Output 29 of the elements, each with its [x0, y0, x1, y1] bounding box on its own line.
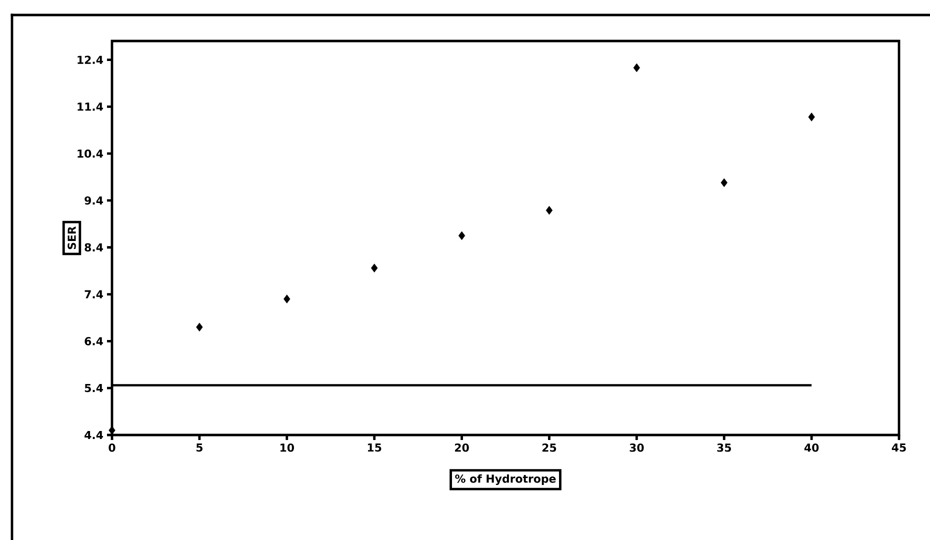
y-tick-label: 5.4: [84, 384, 103, 392]
y-tick-label: 8.4: [84, 243, 103, 252]
y-tick-label: 4.4: [84, 431, 103, 439]
x-axis-title: % of Hydrotrope: [455, 474, 556, 486]
x-tick-label: 0: [108, 444, 116, 452]
point: [371, 264, 378, 272]
x-tick-label: 10: [280, 444, 294, 452]
point: [633, 63, 640, 72]
y-tick-label: 6.4: [84, 337, 103, 346]
point: [284, 294, 290, 304]
x-tick-label: 25: [542, 444, 556, 452]
x-tick-label: 30: [630, 444, 644, 452]
point: [546, 206, 553, 215]
x-tick-label: 20: [455, 444, 469, 452]
y-axis-title: SER: [68, 226, 76, 250]
point: [808, 112, 815, 122]
x-tick-label: 35: [717, 444, 731, 452]
y-tick-label: 12.4: [78, 56, 103, 64]
x-tick-label: 5: [196, 444, 202, 452]
point: [720, 178, 728, 188]
y-tick-label: 7.4: [84, 290, 103, 298]
y-tick-label: 9.4: [84, 196, 103, 205]
point: [458, 231, 466, 240]
x-tick-label: 45: [892, 444, 906, 452]
point: [196, 322, 203, 332]
y-tick-label: 10.4: [78, 149, 103, 158]
x-tick-label: 40: [804, 444, 819, 452]
x-tick-label: 15: [368, 444, 382, 452]
y-tick-label: 11.4: [78, 102, 103, 111]
